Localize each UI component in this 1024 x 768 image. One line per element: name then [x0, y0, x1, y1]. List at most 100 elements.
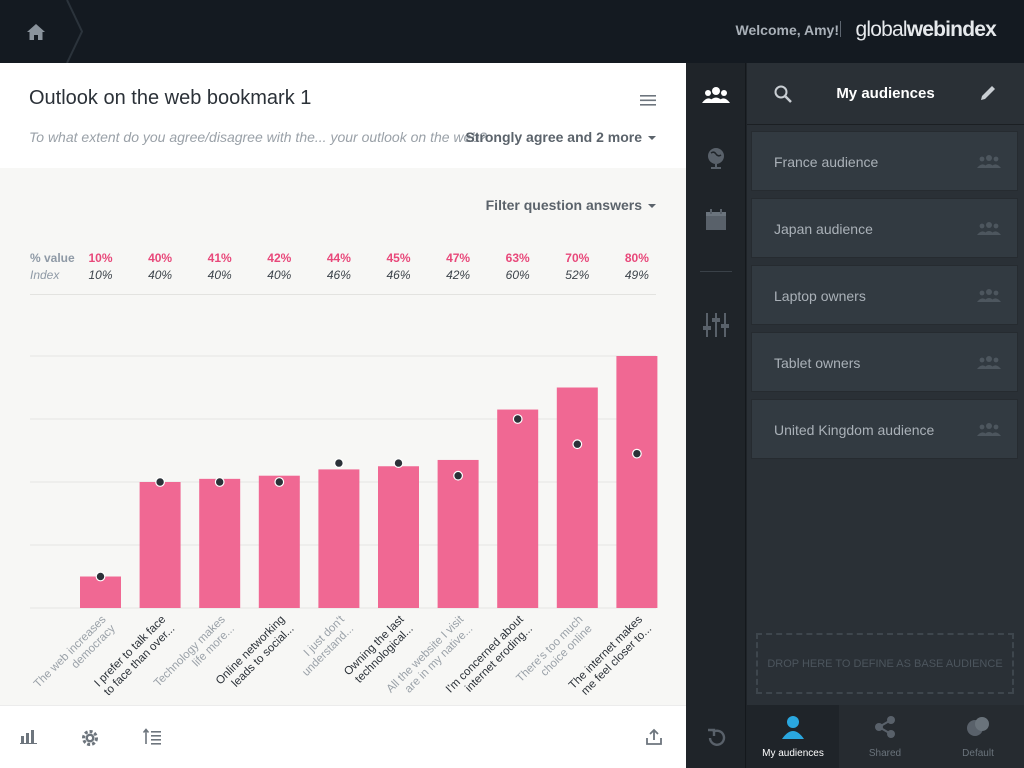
value-column: 42% 40%	[249, 250, 309, 284]
answers-dropdown[interactable]: Strongly agree and 2 more	[465, 129, 656, 145]
index-percent: 40%	[148, 268, 173, 282]
chart-bar	[556, 387, 598, 608]
home-button[interactable]	[0, 0, 80, 63]
value-percent: 70%	[565, 251, 590, 265]
audience-group-icon	[977, 423, 1001, 436]
index-percent: 46%	[326, 268, 351, 282]
share-icon	[875, 716, 895, 738]
calendar-icon	[706, 209, 726, 230]
index-percent: 40%	[207, 268, 232, 282]
value-column: 45% 46%	[369, 250, 429, 284]
export-icon[interactable]	[645, 728, 663, 746]
home-icon	[27, 23, 45, 40]
audience-list-item[interactable]: Tablet owners	[751, 332, 1018, 392]
index-marker	[155, 477, 166, 487]
audiences-icon	[702, 87, 730, 103]
audiences-footer-tabs: My audiences Shared Default	[747, 705, 1024, 768]
value-column: 47% 42%	[428, 250, 488, 284]
value-percent: 45%	[386, 251, 411, 265]
tab-shared[interactable]: Shared	[839, 705, 931, 768]
nav-divider	[700, 271, 732, 272]
value-column: 80% 49%	[607, 250, 667, 284]
page-title: Outlook on the web bookmark 1	[29, 87, 312, 109]
index-row-label: Index	[30, 268, 60, 282]
chart-bar	[497, 409, 539, 608]
welcome-text: Welcome, Amy!	[735, 22, 839, 38]
chart-area: Filter question answers % value Index 10…	[0, 168, 686, 705]
value-percent: 63%	[505, 251, 530, 265]
value-column: 41% 40%	[190, 250, 250, 284]
sliders-icon	[703, 313, 729, 337]
index-marker	[334, 458, 344, 469]
value-percent: 42%	[267, 251, 292, 265]
tab-my-audiences[interactable]: My audiences	[747, 705, 839, 768]
audiences-header: My audiences	[747, 63, 1024, 125]
tab-default[interactable]: Default	[932, 705, 1024, 768]
audience-label: Japan audience	[774, 221, 873, 237]
nav-calendar[interactable]	[686, 198, 746, 242]
header-separator	[840, 21, 841, 37]
index-marker	[512, 414, 523, 424]
chart-bar	[80, 576, 121, 608]
audience-group-icon	[977, 155, 1001, 168]
index-marker	[453, 470, 464, 481]
audience-group-icon	[977, 289, 1001, 302]
header-divider	[30, 294, 656, 295]
value-column: 44% 46%	[309, 250, 369, 284]
audiences-title: My audiences	[836, 85, 935, 102]
chevron-down-icon	[648, 204, 656, 209]
value-percent: 44%	[326, 251, 351, 265]
index-percent: 46%	[386, 268, 411, 282]
base-audience-dropzone[interactable]: DROP HERE TO DEFINE AS BASE AUDIENCE	[756, 633, 1014, 694]
chart-bar	[199, 478, 241, 608]
breadcrumb-chevron-icon	[66, 0, 84, 63]
side-nav	[686, 63, 746, 768]
main-footer	[0, 705, 686, 768]
value-row-label: % value	[30, 251, 75, 265]
value-percent: 41%	[207, 251, 232, 265]
audience-list-item[interactable]: France audience	[751, 131, 1018, 191]
audience-list-item[interactable]: United Kingdom audience	[751, 399, 1018, 459]
filter-answers-dropdown[interactable]: Filter question answers	[486, 197, 656, 213]
audience-group-icon	[977, 356, 1001, 369]
audience-label: Laptop owners	[774, 288, 866, 304]
menu-icon[interactable]	[638, 92, 658, 108]
sort-list-icon[interactable]	[143, 728, 163, 746]
search-icon[interactable]	[774, 85, 792, 103]
index-marker	[214, 477, 225, 487]
bar-chart-icon[interactable]	[20, 728, 38, 744]
index-marker	[274, 477, 285, 487]
audience-list-item[interactable]: Japan audience	[751, 198, 1018, 258]
index-marker	[572, 439, 583, 450]
nav-audiences[interactable]	[686, 73, 746, 117]
tab-label: My audiences	[762, 748, 824, 759]
nav-globe[interactable]	[686, 136, 746, 180]
default-icon	[967, 717, 989, 736]
value-column: 70% 52%	[547, 250, 607, 284]
index-percent: 60%	[505, 268, 530, 282]
value-percent: 10%	[88, 251, 113, 265]
index-percent: 40%	[267, 268, 292, 282]
audience-list-item[interactable]: Laptop owners	[751, 265, 1018, 325]
audience-label: Tablet owners	[774, 355, 861, 371]
settings-gear-icon[interactable]	[80, 728, 100, 748]
audience-group-icon	[977, 222, 1001, 235]
chart-bar	[616, 356, 658, 608]
index-marker	[393, 458, 404, 469]
undo-icon	[708, 728, 726, 746]
chart-bar	[437, 459, 479, 608]
question-text: To what extent do you agree/disagree wit…	[29, 129, 487, 145]
nav-filters[interactable]	[686, 303, 746, 347]
chart-bar	[318, 469, 360, 608]
audience-list: France audience Japan audience Laptop owne…	[751, 131, 1018, 466]
main-panel: Outlook on the web bookmark 1 To what ex…	[0, 63, 686, 705]
user-icon	[782, 716, 804, 739]
nav-undo[interactable]	[686, 716, 746, 760]
value-column: 10% 10%	[71, 250, 131, 284]
index-marker	[632, 448, 642, 459]
index-percent: 49%	[624, 268, 649, 282]
audience-label: France audience	[774, 154, 879, 170]
tab-label: Shared	[868, 748, 902, 759]
edit-pencil-icon[interactable]	[979, 84, 997, 102]
